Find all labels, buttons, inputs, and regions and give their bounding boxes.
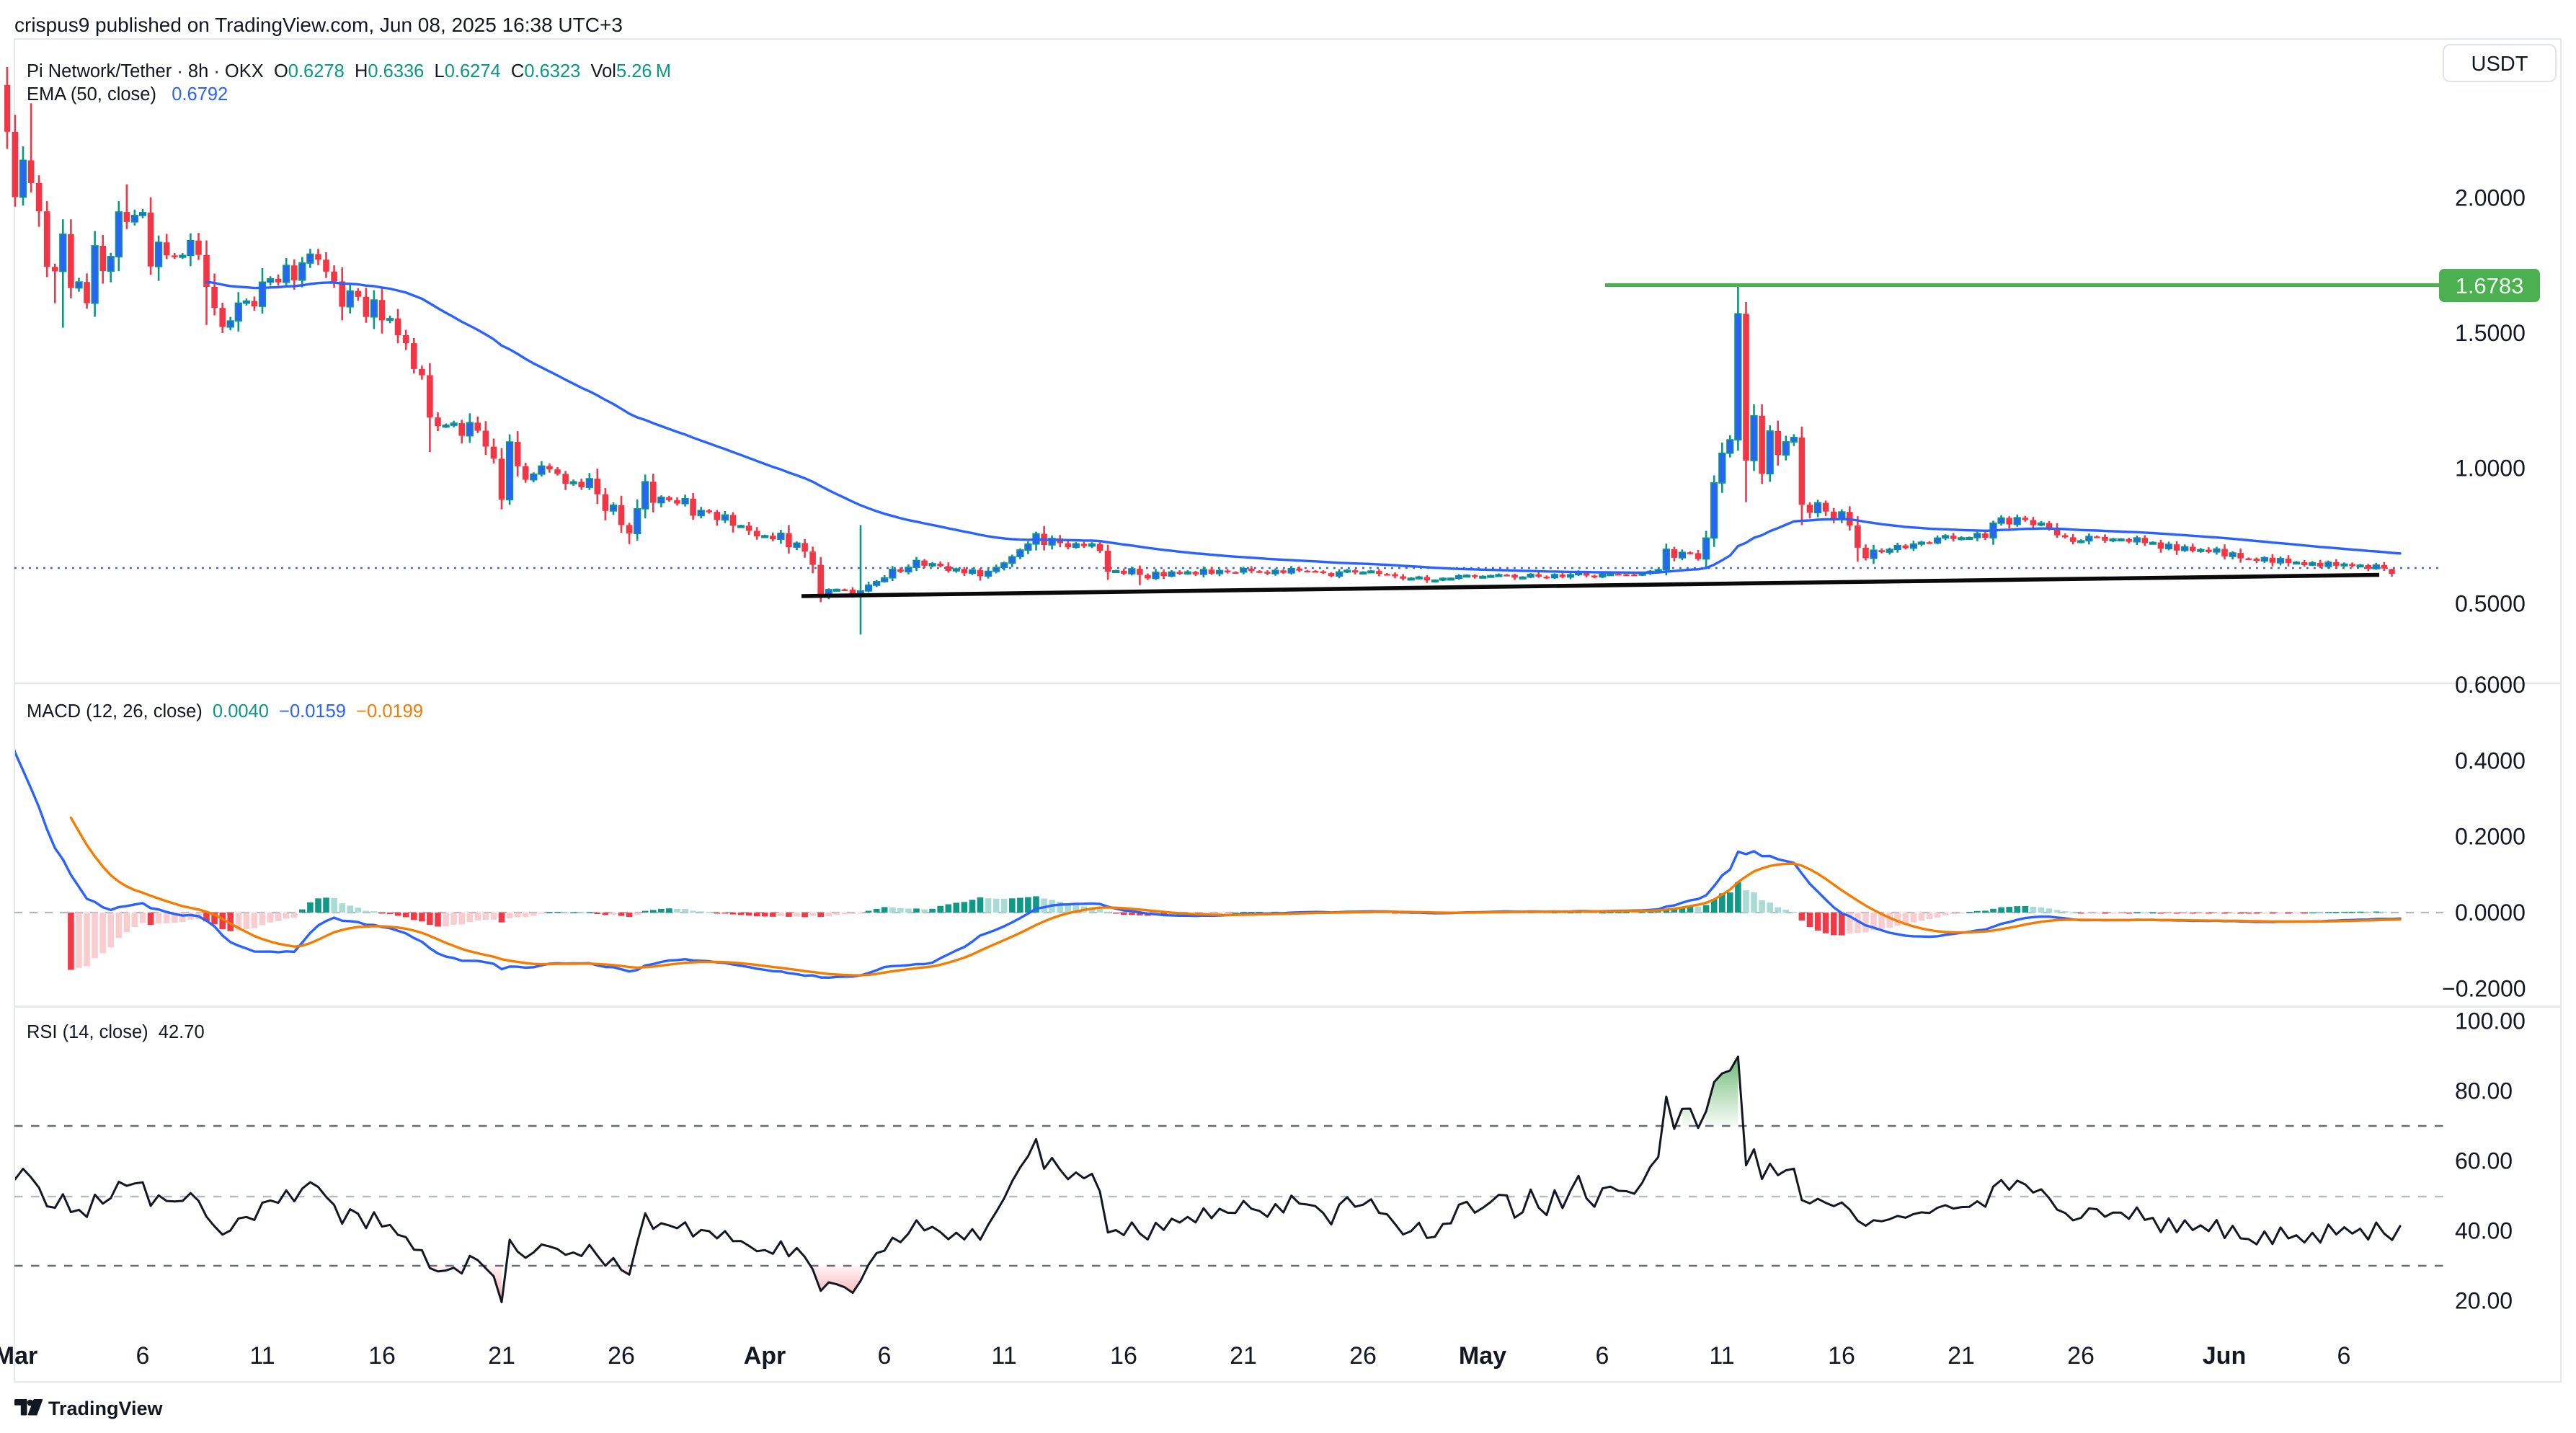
svg-text:0.5000: 0.5000: [2455, 590, 2526, 616]
svg-text:EMA (50, close) 0.6792: EMA (50, close) 0.6792: [27, 84, 228, 105]
svg-text:16: 16: [1828, 1342, 1855, 1370]
svg-text:6: 6: [136, 1342, 150, 1370]
svg-text:crispus9 published on TradingV: crispus9 published on TradingView.com, J…: [14, 14, 623, 36]
svg-text:11: 11: [991, 1342, 1016, 1370]
svg-text:6: 6: [878, 1342, 892, 1370]
svg-text:1.6783: 1.6783: [2456, 273, 2524, 298]
svg-text:11: 11: [249, 1342, 275, 1370]
svg-text:RSI (14, close) 42.70: RSI (14, close) 42.70: [27, 1022, 205, 1042]
svg-text:Apr: Apr: [744, 1342, 786, 1370]
svg-text:1.0000: 1.0000: [2455, 456, 2526, 482]
svg-text:11: 11: [1709, 1342, 1734, 1370]
svg-text:26: 26: [1349, 1342, 1377, 1370]
svg-text:16: 16: [368, 1342, 396, 1370]
svg-text:60.00: 60.00: [2455, 1148, 2513, 1174]
svg-text:26: 26: [2067, 1342, 2095, 1370]
svg-text:0.6000: 0.6000: [2455, 672, 2526, 698]
svg-text:100.00: 100.00: [2455, 1008, 2526, 1034]
svg-text:6: 6: [2337, 1342, 2351, 1370]
svg-text:MACD (12, 26, close) 0.0040: MACD (12, 26, close) 0.0040 −0.0159 −0.0…: [27, 701, 423, 722]
svg-text:May: May: [1459, 1342, 1506, 1370]
svg-text:40.00: 40.00: [2455, 1218, 2513, 1244]
svg-text:0.4000: 0.4000: [2455, 747, 2526, 773]
svg-text:Jun: Jun: [2203, 1342, 2246, 1370]
svg-text:0.2000: 0.2000: [2455, 824, 2526, 850]
svg-text:TradingView: TradingView: [48, 1398, 164, 1419]
svg-text:21: 21: [488, 1342, 515, 1370]
svg-text:1.5000: 1.5000: [2455, 320, 2526, 346]
svg-text:Mar: Mar: [0, 1342, 37, 1370]
svg-text:26: 26: [608, 1342, 635, 1370]
svg-text:21: 21: [1230, 1342, 1257, 1370]
svg-text:−0.2000: −0.2000: [2442, 975, 2526, 1001]
svg-text:20.00: 20.00: [2455, 1288, 2513, 1314]
svg-text:6: 6: [1596, 1342, 1609, 1370]
svg-text:16: 16: [1110, 1342, 1137, 1370]
svg-text:21: 21: [1947, 1342, 1975, 1370]
svg-text:Pi Network/Tether · 8h · OKX: Pi Network/Tether · 8h · OKX O0.6278 H0.…: [27, 61, 671, 81]
svg-text:USDT: USDT: [2471, 53, 2528, 76]
svg-text:0.0000: 0.0000: [2455, 900, 2526, 926]
svg-text:2.0000: 2.0000: [2455, 185, 2526, 211]
svg-text:80.00: 80.00: [2455, 1078, 2513, 1104]
